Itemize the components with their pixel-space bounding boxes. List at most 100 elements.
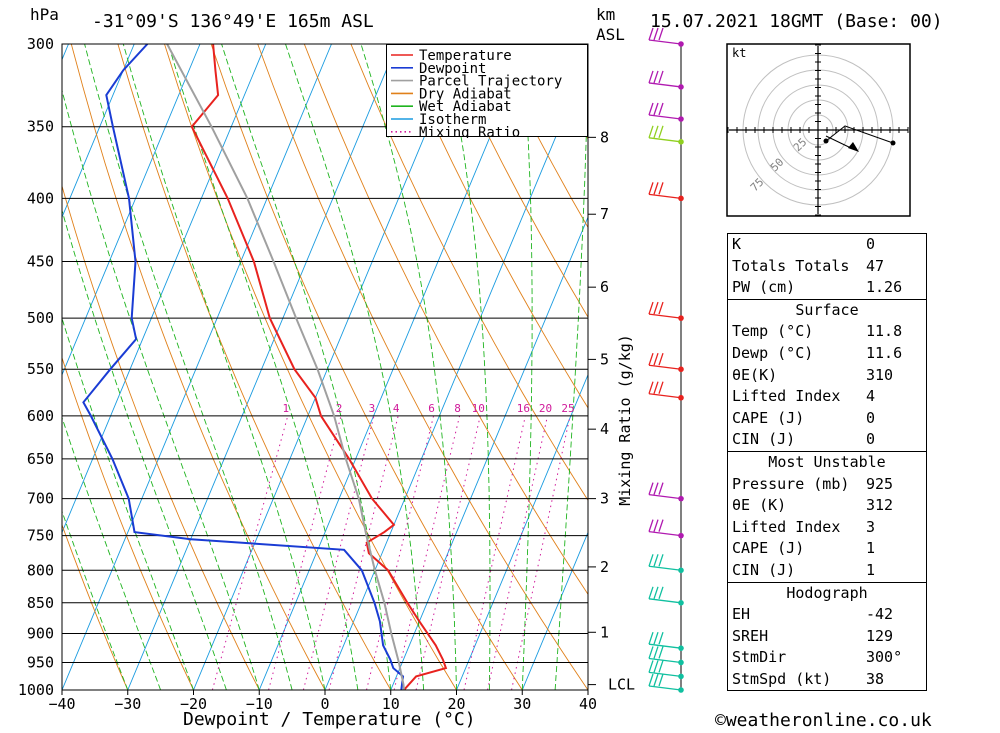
wind-barb <box>648 519 684 539</box>
surface-index-row: CAPE (J) 0 <box>728 408 926 430</box>
pressure-tick-label: 900 <box>27 624 54 642</box>
wind-barb <box>648 125 684 145</box>
wind-barb-flag <box>653 554 659 567</box>
wind-barb <box>648 660 684 680</box>
legend: Temperature Dewpoint Parcel Trajectory Dry … <box>386 44 588 138</box>
legend-entry: Isotherm <box>419 112 486 128</box>
wet-adiabat-line <box>62 416 162 690</box>
most-unstable-index-row: CIN (J) 1 <box>728 560 926 582</box>
mixing-ratio-label: 1 <box>282 402 289 415</box>
index-label: θE (K) <box>732 496 787 515</box>
mixing-ratio-label: 20 <box>539 402 552 415</box>
x-axis-label: Dewpoint / Temperature (°C) <box>183 709 476 730</box>
index-value: 47 <box>866 256 885 275</box>
hodograph-index-row: StmDir 300° <box>728 647 926 669</box>
wet-adiabat-line <box>554 44 588 690</box>
surface-title: Surface <box>795 300 859 319</box>
wind-barb-dot <box>678 315 684 321</box>
wet-adiabat-line <box>62 510 129 690</box>
wind-barb-dot <box>678 645 684 651</box>
wind-barb-dot <box>678 659 684 666</box>
wet-adiabat-line <box>521 44 533 690</box>
dewpoint-profile <box>82 44 405 690</box>
index-value: 300° <box>866 648 903 667</box>
index-label: StmSpd (kt) <box>732 669 832 688</box>
wind-barb-flag <box>653 660 659 673</box>
wind-barb-flag <box>648 353 654 366</box>
index-label: CAPE (J) <box>732 539 805 558</box>
temperature-tick-label: 40 <box>579 695 597 713</box>
wet-adiabat-line <box>360 44 457 690</box>
legend-entry: Temperature <box>419 48 512 64</box>
legend-entry: Dewpoint <box>419 61 486 77</box>
index-value: 310 <box>866 365 894 384</box>
wind-barb-flag <box>653 125 659 139</box>
isotherm-line <box>390 216 588 690</box>
wind-barb-flag <box>648 482 654 495</box>
wind-barb-shaft <box>648 393 682 399</box>
temperature-tick-label: 30 <box>513 695 531 713</box>
wind-barb-flag <box>658 125 664 139</box>
wind-barb-flag <box>648 660 654 673</box>
index-value: 11.6 <box>866 343 903 362</box>
wind-barb-flag <box>658 554 664 567</box>
height-tick-label: 7 <box>600 205 609 223</box>
wind-barb-dot <box>678 687 684 693</box>
lcl-label: LCL <box>608 676 635 694</box>
index-value: 925 <box>866 474 894 493</box>
temperature-profile <box>190 44 448 690</box>
wind-barb <box>648 381 684 401</box>
mixing-ratio-label: 4 <box>393 402 400 415</box>
dry-adiabat-line <box>62 184 260 690</box>
index-label: CIN (J) <box>732 560 796 579</box>
pressure-tick-label: 1000 <box>18 681 54 699</box>
isotherm-line <box>521 531 588 690</box>
wind-barb-flag <box>658 102 664 116</box>
index-label: CAPE (J) <box>732 408 805 427</box>
location-title: -31°09'S 136°49'E 165m ASL <box>92 11 374 32</box>
wind-barb-flag <box>653 70 659 84</box>
wind-barb-flag <box>653 519 659 532</box>
general-indices: K 0 Totals Totals 47 PW (cm) 1.26 <box>727 233 927 300</box>
temperature-tick-label: −40 <box>48 695 75 713</box>
wind-barb-dot <box>678 567 684 574</box>
height-tick-label: 1 <box>600 623 609 641</box>
index-label: Pressure (mb) <box>732 474 850 493</box>
wind-barb-flag <box>648 673 654 687</box>
wind-barb-shaft <box>648 137 682 143</box>
wet-adiabat-line <box>442 44 491 690</box>
p-unit-label: hPa <box>30 5 59 24</box>
temperature-tick-label: 0 <box>320 695 329 713</box>
pressure-tick-label: 750 <box>27 527 54 545</box>
parcel-trajectory <box>166 44 405 690</box>
index-label: K <box>732 235 742 253</box>
legend-entry: Mixing Ratio <box>419 125 520 138</box>
dry-adiabat-line <box>164 44 457 690</box>
wind-barb-flag <box>653 586 659 600</box>
wind-barb-flag <box>653 102 659 116</box>
hodograph-section: Hodograph EH -42 SREH 129 StmDir 300° StmSpd (… <box>727 582 927 692</box>
surface-index-row: Dewp (°C) 11.6 <box>728 343 926 365</box>
isotherm-line <box>0 44 3 690</box>
wind-barb <box>648 554 684 574</box>
wind-barb-flag <box>658 660 664 673</box>
most-unstable-title: Most Unstable <box>768 452 886 471</box>
height-tick-label: 6 <box>600 278 609 296</box>
height-tick-label: 4 <box>600 420 609 438</box>
pressure-tick-label: 850 <box>27 594 54 612</box>
wind-barb <box>648 102 684 122</box>
index-value: 1 <box>866 539 876 558</box>
index-label: Totals Totals <box>732 256 850 275</box>
wind-barb-shaft <box>648 565 682 571</box>
dry-adiabat-line <box>957 44 1000 690</box>
mixing-ratio-label: 6 <box>428 402 435 415</box>
pressure-tick-label: 600 <box>27 407 54 425</box>
temperature-tick-label: 10 <box>382 695 400 713</box>
wet-adiabat-line <box>285 44 425 690</box>
hodograph-index-row: SREH 129 <box>728 626 926 648</box>
wind-barb-flag <box>648 631 654 645</box>
dry-adiabat-line <box>62 523 129 690</box>
mixing-ratio-label: 10 <box>472 402 485 415</box>
wind-barb-flag <box>658 353 664 366</box>
wind-barb <box>648 586 684 606</box>
